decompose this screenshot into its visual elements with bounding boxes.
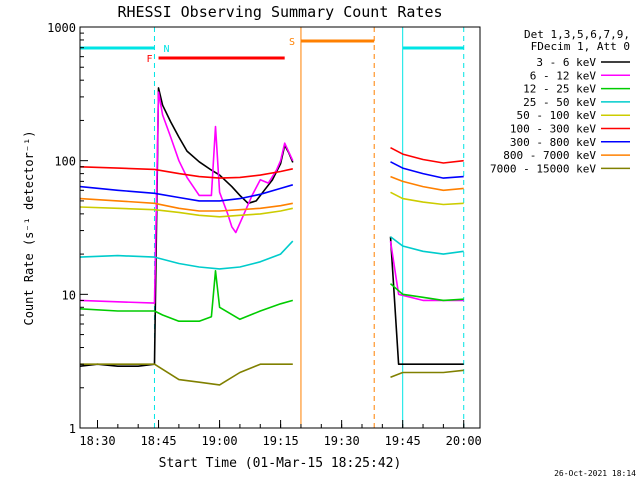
y-tick-label-3: 1000 <box>47 21 76 35</box>
y-tick-label-2: 100 <box>54 155 76 169</box>
x-tick-label-2: 19:00 <box>202 434 238 448</box>
series-line-3-part-1 <box>390 236 464 255</box>
series-line-8-part-0 <box>80 363 293 386</box>
series-line-7-part-1 <box>390 175 464 192</box>
plot-frame <box>79 26 481 429</box>
plot-area: NF S 18:30 18:45 19:00 19:15 19:30 19:45 20:00 1 1… <box>47 21 482 448</box>
series-line-7-part-0 <box>79 197 293 212</box>
x-tick-label-4: 19:30 <box>324 434 360 448</box>
legend-header-line-2: FDecim 1, Att 0 <box>531 40 630 53</box>
y-tick-label-0: 1 <box>69 422 76 436</box>
legend-label-2: 12 - 25 keV <box>523 83 596 96</box>
x-tick-label-3: 19:15 <box>263 434 299 448</box>
annotation-label-N: N <box>163 44 169 55</box>
series-line-2-part-0 <box>79 269 294 323</box>
legend-label-1: 6 - 12 keV <box>530 69 597 82</box>
series-line-5-part-0 <box>79 166 293 179</box>
annotation-label-S: S <box>289 37 295 48</box>
series-line-2-part-1 <box>389 283 464 302</box>
series-line-4-part-1 <box>390 191 464 206</box>
series-line-0-part-1 <box>389 236 464 366</box>
y-axis-label: Count Rate (s⁻¹ detector⁻¹) <box>22 130 36 325</box>
chart-title: RHESSI Observing Summary Count Rates <box>117 3 442 21</box>
legend-label-7: 800 - 7000 keV <box>503 149 596 162</box>
x-tick-label-6: 20:00 <box>446 434 482 448</box>
series-line-6-part-0 <box>79 184 294 202</box>
legend-label-6: 300 - 800 keV <box>510 136 596 149</box>
series-line-4-part-0 <box>79 206 293 218</box>
series-line-1-part-0 <box>79 91 294 304</box>
annotation-label-F: F <box>147 54 153 65</box>
x-axis-label: Start Time (01-Mar-15 18:25:42) <box>159 456 402 471</box>
series-line-6-part-1 <box>390 161 464 179</box>
series-line-1-part-1 <box>389 240 464 302</box>
legend-label-8: 7000 - 15000 keV <box>490 162 596 175</box>
legend-label-5: 100 - 300 keV <box>510 123 596 136</box>
x-tick-label-1: 18:45 <box>140 434 176 448</box>
footer-timestamp: 26-Oct-2021 18:14 <box>554 469 636 478</box>
series-line-0-part-0 <box>79 87 294 368</box>
x-tick-label-5: 19:45 <box>385 434 421 448</box>
series-line-3-part-0 <box>79 240 294 270</box>
legend-label-4: 50 - 100 keV <box>517 109 597 122</box>
series-line-5-part-1 <box>390 146 464 164</box>
x-tick-label-0: 18:30 <box>79 434 115 448</box>
legend-label-0: 3 - 6 keV <box>536 56 596 69</box>
legend-header-line-1: Det 1,3,5,6,7,9, <box>524 28 630 41</box>
y-tick-label-1: 10 <box>62 288 76 302</box>
series-line-8-part-1 <box>390 369 464 378</box>
legend-label-3: 25 - 50 keV <box>523 96 596 109</box>
